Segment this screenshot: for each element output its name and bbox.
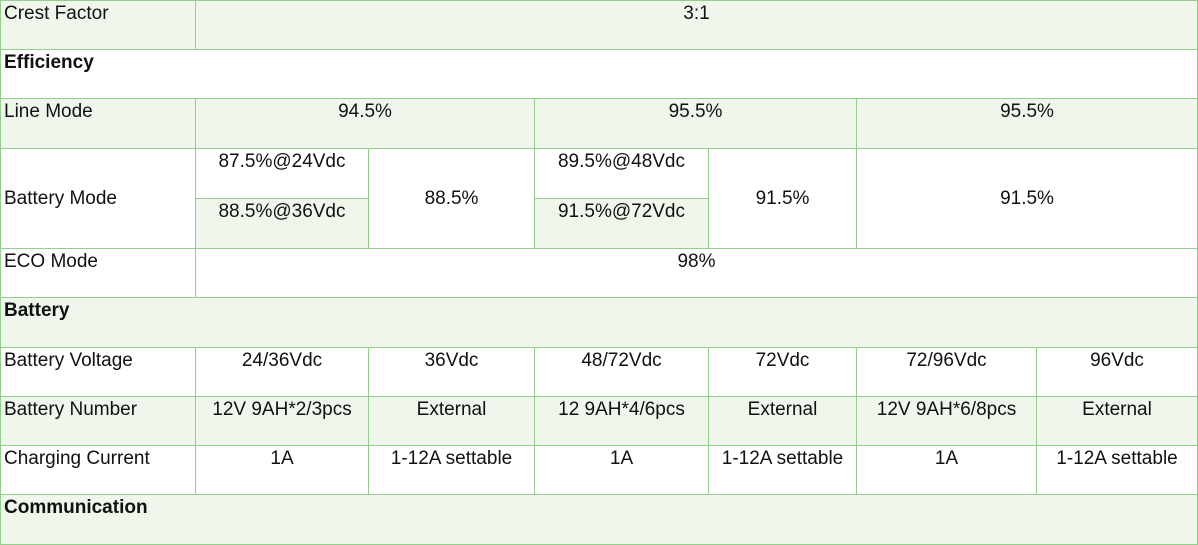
value-cell: External (1036, 396, 1198, 446)
value-cell: External (708, 396, 857, 446)
value-cell: 12V 9AH*2/3pcs (195, 396, 369, 446)
value-cell: 24/36Vdc (195, 347, 369, 397)
value-cell: 95.5% (534, 98, 857, 149)
section-header: Battery (0, 297, 1198, 348)
value-cell: 12V 9AH*6/8pcs (856, 396, 1037, 446)
value-cell: 36Vdc (368, 347, 535, 397)
value-cell: 95.5% (856, 98, 1198, 149)
value-cell: 72Vdc (708, 347, 857, 397)
row-label: Line Mode (0, 98, 196, 149)
row-label: Battery Voltage (0, 347, 196, 397)
value-cell: 1-12A settable (368, 445, 535, 495)
value-cell: External (368, 396, 535, 446)
section-header: Communication (0, 494, 1198, 545)
value-cell: 1-12A settable (1036, 445, 1198, 495)
value-cell: 91.5%@72Vdc (534, 198, 709, 249)
value-cell: 89.5%@48Vdc (534, 148, 709, 199)
value-cell: 72/96Vdc (856, 347, 1037, 397)
value-cell: 1A (534, 445, 709, 495)
value-cell: 98% (195, 248, 1198, 298)
value-cell: 91.5% (708, 148, 857, 249)
value-cell: 1A (856, 445, 1037, 495)
value-cell: 87.5%@24Vdc (195, 148, 369, 199)
row-label: Battery Number (0, 396, 196, 446)
value-cell: 96Vdc (1036, 347, 1198, 397)
value-cell: 3:1 (195, 0, 1198, 50)
section-header: Efficiency (0, 49, 1198, 99)
value-cell: 88.5%@36Vdc (195, 198, 369, 249)
value-cell: 48/72Vdc (534, 347, 709, 397)
row-label: Battery Mode (0, 148, 196, 249)
row-label: Charging Current (0, 445, 196, 495)
value-cell: 88.5% (368, 148, 535, 249)
value-cell: 1-12A settable (708, 445, 857, 495)
value-cell: 94.5% (195, 98, 535, 149)
value-cell: 1A (195, 445, 369, 495)
value-cell: 91.5% (856, 148, 1198, 249)
value-cell: 12 9AH*4/6pcs (534, 396, 709, 446)
row-label: Crest Factor (0, 0, 196, 50)
row-label: ECO Mode (0, 248, 196, 298)
